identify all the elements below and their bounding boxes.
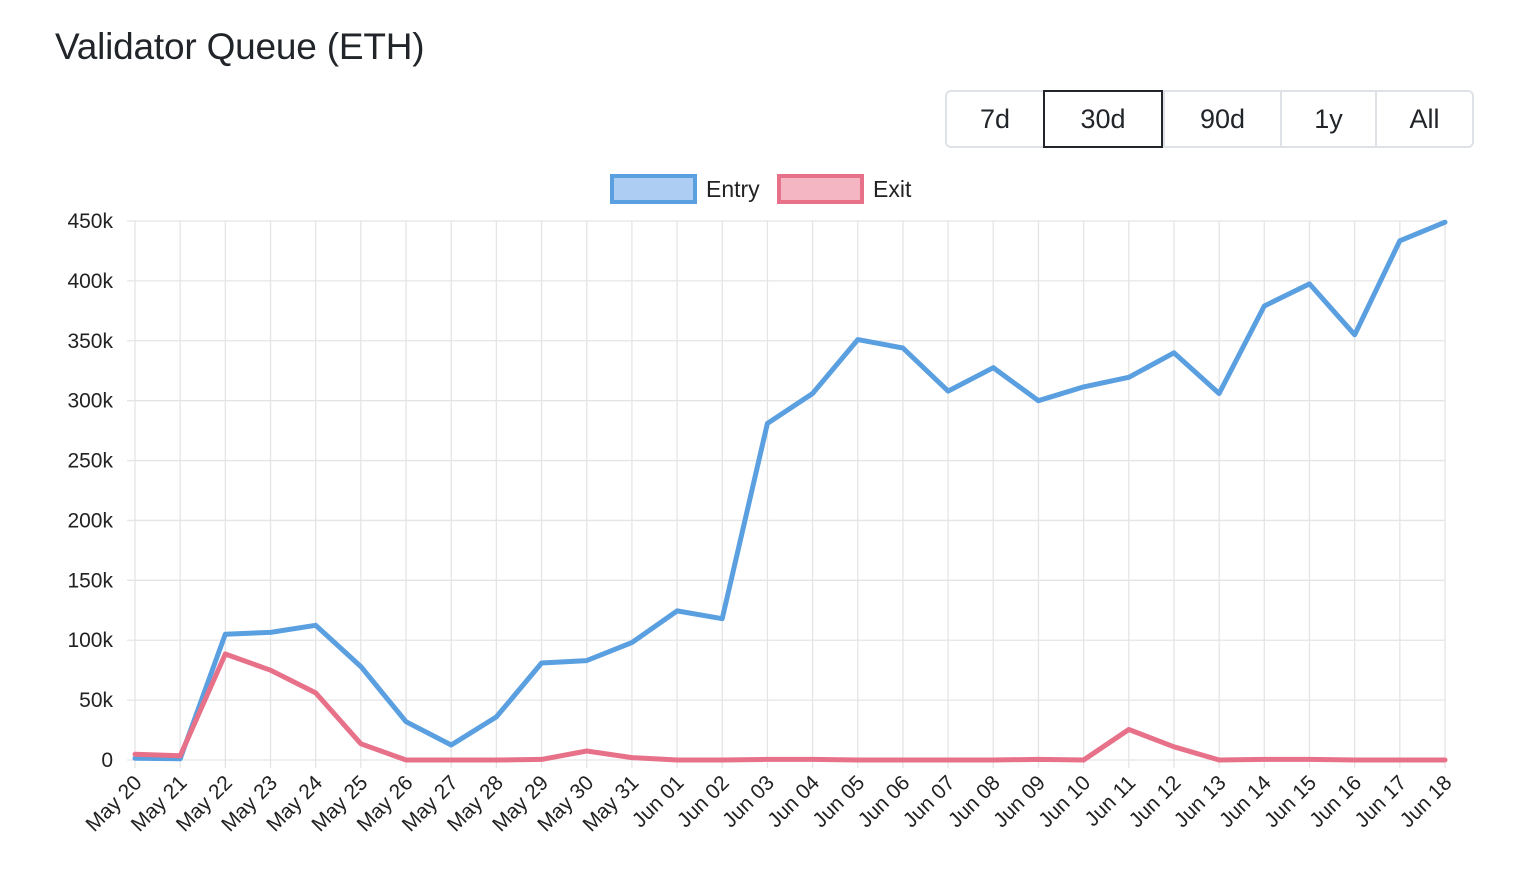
grid: [127, 220, 1446, 768]
y-tick-label: 400k: [67, 270, 113, 293]
x-tick-label: Jun 10: [1034, 771, 1095, 832]
y-tick-label: 200k: [67, 509, 113, 532]
y-tick-label: 0: [101, 749, 113, 772]
y-tick-label: 450k: [67, 210, 113, 233]
range-button-7d[interactable]: 7d: [947, 92, 1043, 146]
y-tick-label: 50k: [79, 689, 113, 712]
legend-label-entry: Entry: [706, 176, 760, 202]
range-button-all[interactable]: All: [1375, 92, 1472, 146]
legend-swatch-exit: [777, 174, 864, 204]
y-tick-label: 350k: [67, 330, 113, 353]
page-title: Validator Queue (ETH): [55, 26, 425, 67]
range-button-1y[interactable]: 1y: [1280, 92, 1375, 146]
x-tick-label: Jun 18: [1396, 771, 1457, 832]
y-tick-label: 250k: [67, 450, 113, 473]
range-button-90d[interactable]: 90d: [1163, 92, 1280, 146]
series-line-exit: [132, 651, 1448, 763]
legend-label-exit: Exit: [873, 176, 912, 202]
legend-swatch-entry: [610, 174, 697, 204]
series-line-entry: [132, 219, 1448, 762]
time-range-selector: 7d 30d 90d 1y All: [945, 90, 1474, 148]
legend: Entry Exit: [610, 174, 912, 204]
y-tick-label: 150k: [67, 569, 113, 592]
y-tick-label: 100k: [67, 629, 113, 652]
range-button-30d[interactable]: 30d: [1043, 90, 1163, 148]
y-tick-label: 300k: [67, 390, 113, 413]
